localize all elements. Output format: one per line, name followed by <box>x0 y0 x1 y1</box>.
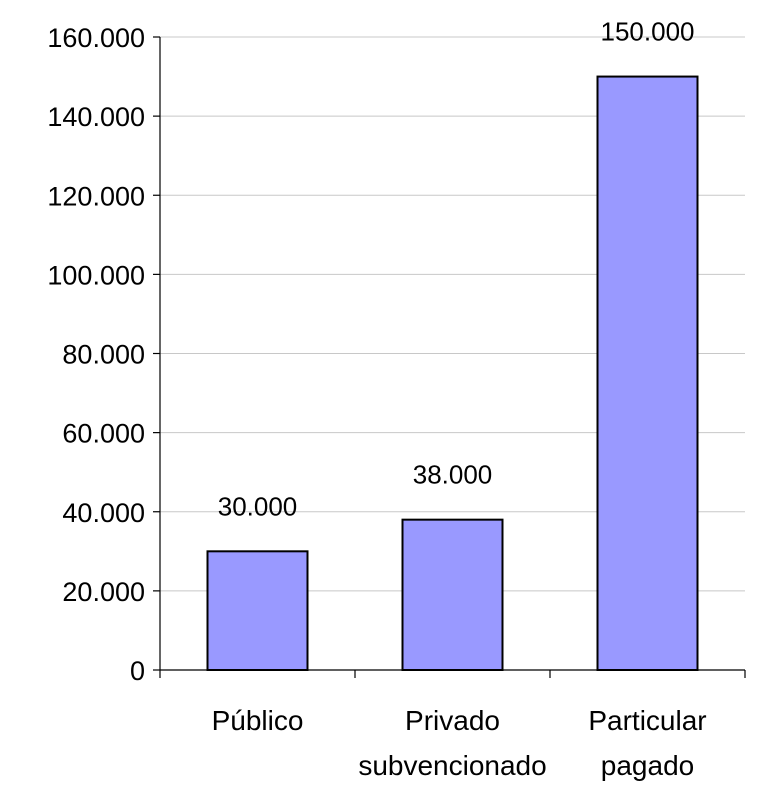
y-tick-label: 120.000 <box>47 181 145 211</box>
gridlines <box>160 36 745 592</box>
bar <box>206 550 309 671</box>
x-tick-label: Particular pagado <box>588 705 706 781</box>
data-label: 150.000 <box>601 17 695 47</box>
y-tick-label: 40.000 <box>62 498 145 528</box>
x-tick-labels: Público Privado subvencionado Particular pag… <box>212 705 707 781</box>
y-tick-label: 100.000 <box>47 260 145 290</box>
bar <box>401 518 504 671</box>
bars <box>206 75 699 671</box>
y-tick-label: 140.000 <box>47 102 145 132</box>
axes <box>153 36 746 678</box>
y-tick-label: 160.000 <box>47 23 145 53</box>
data-label: 38.000 <box>413 460 493 490</box>
data-labels: 30.000 38.000 150.000 <box>218 17 695 522</box>
y-tick-label: 20.000 <box>62 577 145 607</box>
y-tick-labels: 0 20.000 40.000 60.000 80.000 100.000 120.000 1… <box>47 23 145 686</box>
x-tick-label: Público <box>212 705 304 736</box>
y-tick-label: 0 <box>130 656 145 686</box>
y-tick-label: 80.000 <box>62 340 145 370</box>
y-tick-label: 60.000 <box>62 419 145 449</box>
data-label: 30.000 <box>218 491 298 521</box>
bar <box>596 75 699 671</box>
x-tick-label: Privado subvencionado <box>358 705 546 781</box>
